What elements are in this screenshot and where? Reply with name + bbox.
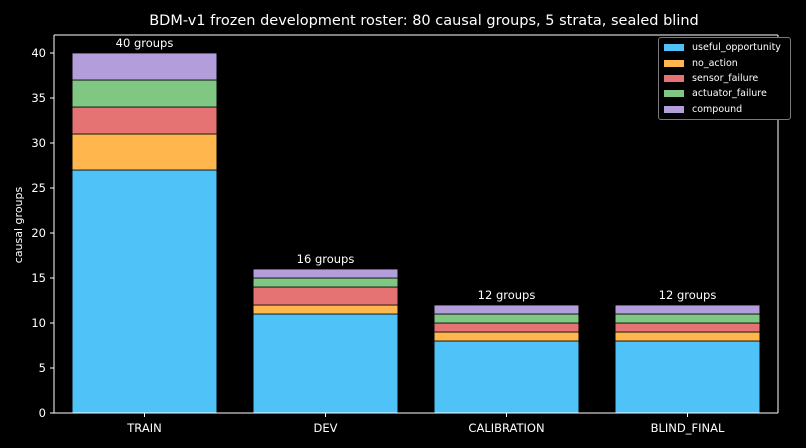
bar-dev-useful_opportunity: [252, 313, 399, 414]
x-tick-label: CALIBRATION: [468, 421, 544, 435]
bar-train-sensor_failure: [71, 106, 218, 135]
legend-item-no_action: no_action: [659, 55, 790, 70]
chart-title: BDM-v1 frozen development roster: 80 cau…: [149, 13, 699, 29]
legend-item-useful_opportunity: useful_opportunity: [659, 40, 790, 55]
bar-total-label: 40 groups: [116, 36, 174, 50]
legend-label: sensor_failure: [692, 72, 759, 84]
bar-train-no_action: [71, 133, 218, 171]
y-tick-label: 20: [31, 226, 46, 240]
bar-blind_final-actuator_failure: [614, 313, 761, 324]
y-axis-label: causal groups: [12, 187, 25, 264]
bar-calibration-actuator_failure: [433, 313, 580, 324]
y-tick-label: 35: [31, 91, 46, 105]
bar-calibration-compound: [433, 304, 580, 315]
bar-blind_final-sensor_failure: [614, 322, 761, 333]
bar-calibration-sensor_failure: [433, 322, 580, 333]
bar-blind_final-no_action: [614, 331, 761, 342]
bars-layer: 40 groups 16 groups 12 groups 12 groups: [71, 36, 761, 414]
bar-dev-compound: [252, 268, 399, 279]
bar-blind_final-useful_opportunity: [614, 340, 761, 414]
y-tick-label: 40: [31, 46, 46, 60]
legend-label: actuator_failure: [692, 88, 767, 100]
legend-label: no_action: [692, 57, 738, 69]
y-tick-label: 0: [39, 406, 46, 420]
bar-total-label: 12 groups: [478, 288, 536, 302]
bar-calibration-no_action: [433, 331, 580, 342]
bar-train-useful_opportunity: [71, 169, 218, 414]
legend-swatch: [664, 74, 684, 82]
x-tick-label: BLIND_FINAL: [651, 421, 725, 435]
legend-item-compound: compound: [659, 102, 790, 117]
bar-train-compound: [71, 52, 218, 81]
bar-total-label: 16 groups: [297, 252, 355, 266]
legend-swatch: [664, 105, 684, 113]
axes-layer: 0 5 10 15 20 25 30 35 40 TRAIN DEV CALIBRATION BLIND…: [31, 34, 779, 435]
bar-train-actuator_failure: [71, 79, 218, 108]
x-tick-label: TRAIN: [126, 421, 161, 435]
y-tick-label: 15: [31, 271, 46, 285]
bar-blind_final-compound: [614, 304, 761, 315]
bar-dev-no_action: [252, 304, 399, 315]
bar-dev-actuator_failure: [252, 277, 399, 288]
x-tick-label: DEV: [314, 421, 338, 435]
y-tick-label: 10: [31, 316, 46, 330]
legend-label: compound: [692, 103, 743, 115]
bar-total-label: 12 groups: [659, 288, 717, 302]
bar-calibration-useful_opportunity: [433, 340, 580, 414]
legend-swatch: [664, 90, 684, 98]
legend-item-actuator_failure: actuator_failure: [659, 86, 790, 101]
y-tick-label: 25: [31, 181, 46, 195]
legend: useful_opportunity no_action sensor_failur…: [658, 37, 791, 120]
legend-item-sensor_failure: sensor_failure: [659, 71, 790, 86]
legend-label: useful_opportunity: [692, 42, 781, 54]
y-tick-label: 5: [39, 361, 46, 375]
bar-dev-sensor_failure: [252, 286, 399, 306]
legend-swatch: [664, 44, 684, 52]
y-tick-label: 30: [31, 136, 46, 150]
legend-swatch: [664, 59, 684, 67]
